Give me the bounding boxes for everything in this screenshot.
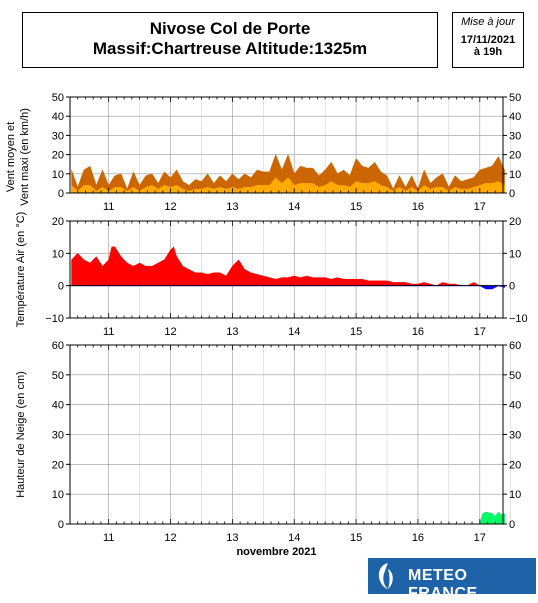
y-tick-label-right: −10: [509, 313, 528, 325]
y-tick-label-right: 30: [509, 430, 521, 442]
y-tick-label-right: 0: [509, 188, 515, 200]
update-time: à 19h: [473, 46, 503, 58]
x-day-label: 11: [103, 532, 114, 544]
x-day-label: 16: [412, 326, 424, 338]
y-tick-label-left: 20: [52, 216, 64, 228]
y-tick-label-left: −10: [45, 313, 64, 325]
wind-mean-area: [71, 177, 505, 194]
y-tick-label-left: 10: [52, 248, 64, 260]
y-tick-label-left: 50: [52, 370, 64, 382]
y-tick-label-right: 10: [509, 248, 521, 260]
x-day-label: 17: [474, 532, 486, 544]
y-tick-label-right: 0: [509, 281, 515, 293]
station-title: Nivose Col de Porte: [149, 19, 311, 38]
y-tick-label-left: 10: [52, 489, 64, 501]
x-day-label: 12: [164, 326, 176, 338]
x-day-label: 11: [103, 326, 114, 338]
x-day-label: 15: [350, 326, 362, 338]
station-subtitle: Massif:Chartreuse Altitude:1325m: [92, 39, 368, 58]
y-tick-label-right: 40: [509, 111, 521, 123]
x-day-label: 17: [474, 326, 486, 338]
y-tick-label-left: 20: [52, 150, 64, 162]
x-day-label: 12: [164, 201, 176, 213]
y-tick-label-right: 30: [509, 130, 521, 142]
meteo-france-emblem-icon: [378, 563, 393, 589]
y-tick-label-right: 50: [509, 370, 521, 382]
update-date: 17/11/2021: [460, 34, 516, 46]
x-axis-label: novembre 2021: [236, 546, 316, 558]
x-day-label: 12: [164, 532, 176, 544]
y-tick-label-left: 0: [58, 281, 64, 293]
y-tick-label-right: 20: [509, 150, 521, 162]
y-tick-label-right: 20: [509, 216, 521, 228]
y-tick-label-left: 0: [58, 519, 64, 531]
x-day-label: 11: [103, 201, 114, 213]
y-tick-label-left: 40: [52, 111, 64, 123]
y-tick-label-left: 30: [52, 130, 64, 142]
temperature-positive-area: [71, 246, 505, 286]
y-tick-label-right: 0: [509, 519, 515, 531]
x-day-label: 15: [350, 201, 362, 213]
update-box: Mise à jour 17/11/2021 à 19h: [452, 12, 524, 68]
y-tick-label-left: 40: [52, 400, 64, 412]
y-axis-label: Hauteur de Neige (en cm): [15, 371, 27, 498]
meteo-france-logo: METEO FRANCE: [368, 558, 536, 602]
y-tick-label-left: 60: [52, 340, 64, 352]
x-day-label: 17: [474, 201, 486, 213]
x-day-label: 16: [412, 201, 424, 213]
x-day-label: 13: [226, 201, 238, 213]
y-tick-label-left: 0: [58, 188, 64, 200]
wind-max-area: [71, 153, 505, 194]
x-day-label: 14: [288, 326, 300, 338]
y-tick-label-left: 10: [52, 169, 64, 181]
y-tick-label-left: 30: [52, 430, 64, 442]
update-label: Mise à jour: [461, 16, 515, 28]
y-axis-label: Température Air (en °C): [15, 212, 27, 328]
x-day-label: 14: [288, 201, 300, 213]
logo-text: METEO FRANCE: [408, 567, 478, 602]
y-tick-label-right: 10: [509, 169, 521, 181]
y-tick-label-right: 40: [509, 400, 521, 412]
y-tick-label-right: 50: [509, 92, 521, 104]
logo-background: [368, 558, 536, 594]
y-tick-label-left: 50: [52, 92, 64, 104]
x-day-label: 13: [226, 532, 238, 544]
y-tick-label-right: 20: [509, 459, 521, 471]
y-axis-label: Vent maxi (en km/h): [19, 108, 31, 206]
station-title-box: Nivose Col de Porte Massif:Chartreuse Al…: [22, 12, 438, 68]
x-day-label: 15: [350, 532, 362, 544]
y-tick-label-left: 20: [52, 459, 64, 471]
snow-depth-area: [71, 511, 505, 525]
x-day-label: 16: [412, 532, 424, 544]
temperature-negative-area: [71, 285, 505, 290]
y-tick-label-right: 60: [509, 340, 521, 352]
y-tick-label-right: 10: [509, 489, 521, 501]
x-day-label: 13: [226, 326, 238, 338]
y-axis-label: Vent moyen et: [5, 122, 17, 192]
x-day-label: 14: [288, 532, 300, 544]
